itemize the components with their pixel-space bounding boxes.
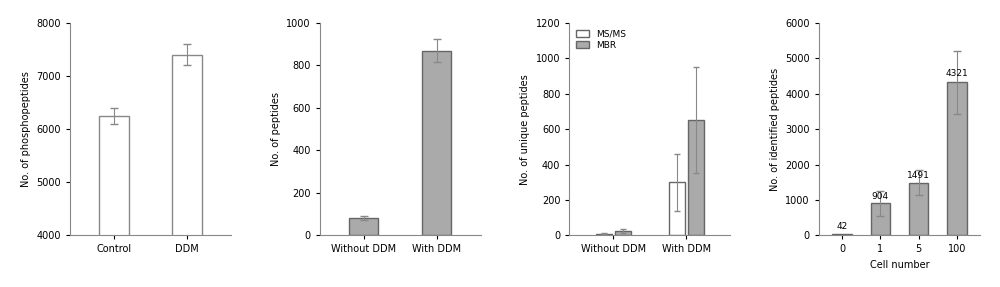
Bar bbox=[99, 116, 129, 287]
Legend: MS/MS, MBR: MS/MS, MBR bbox=[574, 28, 628, 52]
Bar bbox=[615, 231, 631, 235]
Text: 4321: 4321 bbox=[946, 69, 968, 78]
Bar bbox=[871, 203, 890, 235]
Bar bbox=[909, 183, 928, 235]
Y-axis label: No. of peptides: No. of peptides bbox=[271, 92, 281, 166]
Bar bbox=[669, 182, 685, 235]
Bar bbox=[596, 234, 612, 235]
Text: 42: 42 bbox=[836, 222, 848, 231]
Y-axis label: No. of identified peptides: No. of identified peptides bbox=[770, 67, 780, 191]
Text: 904: 904 bbox=[872, 191, 889, 201]
Y-axis label: No. of unique peptides: No. of unique peptides bbox=[520, 74, 530, 185]
Text: 1491: 1491 bbox=[907, 171, 930, 180]
Bar bbox=[172, 55, 202, 287]
Y-axis label: No. of phosphopeptides: No. of phosphopeptides bbox=[21, 71, 31, 187]
Bar bbox=[947, 82, 967, 235]
Bar bbox=[422, 51, 451, 235]
Bar bbox=[832, 234, 852, 235]
Bar bbox=[688, 120, 704, 235]
X-axis label: Cell number: Cell number bbox=[870, 260, 929, 270]
Bar bbox=[349, 218, 378, 235]
